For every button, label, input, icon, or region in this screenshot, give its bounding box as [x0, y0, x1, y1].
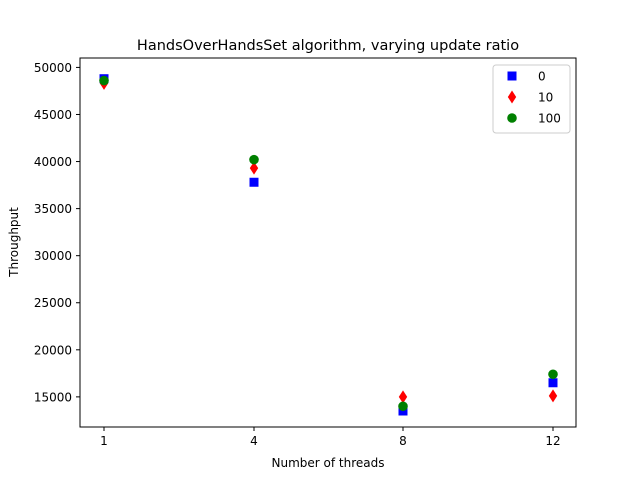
plot-area-frame: [79, 57, 577, 428]
legend-marker-100: [507, 113, 517, 123]
x-tick-label: 1: [100, 434, 108, 448]
y-tick-label: 30000: [34, 249, 72, 263]
data-point-series-100: [249, 154, 259, 165]
y-tick-label: 40000: [34, 155, 72, 169]
legend-label-10: 10: [538, 91, 553, 105]
x-tick-label: 4: [250, 434, 258, 448]
data-point-series-100: [99, 75, 109, 86]
legend-marker-10: [507, 90, 517, 104]
data-point-series-100: [398, 401, 408, 412]
x-axis: 1 4 8 12: [100, 427, 561, 448]
data-point-series-100: [548, 369, 558, 380]
chart-title: HandsOverHandsSet algorithm, varying upd…: [137, 38, 519, 54]
y-axis-label: Throughput: [7, 207, 21, 278]
data-point-series-10: [249, 161, 259, 175]
y-tick-label: 20000: [34, 343, 72, 357]
y-tick-label: 45000: [34, 108, 72, 122]
data-points: [99, 74, 558, 416]
legend-label-0: 0: [538, 70, 546, 84]
y-tick-label: 35000: [34, 202, 72, 216]
legend-marker-0: [507, 71, 517, 81]
y-axis: 15000 20000 25000 30000 35000 40000 45000 50000: [34, 61, 80, 404]
x-axis-label: Number of threads: [272, 456, 385, 470]
data-point-series-0: [548, 378, 558, 388]
legend-label-100: 100: [538, 112, 561, 126]
y-tick-label: 50000: [34, 61, 72, 75]
data-point-series-10: [398, 390, 408, 404]
y-tick-label: 25000: [34, 296, 72, 310]
y-tick-label: 15000: [34, 390, 72, 404]
data-point-series-0: [249, 177, 259, 187]
x-tick-label: 12: [545, 434, 560, 448]
legend: 0 10 100: [492, 64, 571, 134]
data-point-series-10: [548, 389, 558, 403]
x-tick-label: 8: [399, 434, 407, 448]
